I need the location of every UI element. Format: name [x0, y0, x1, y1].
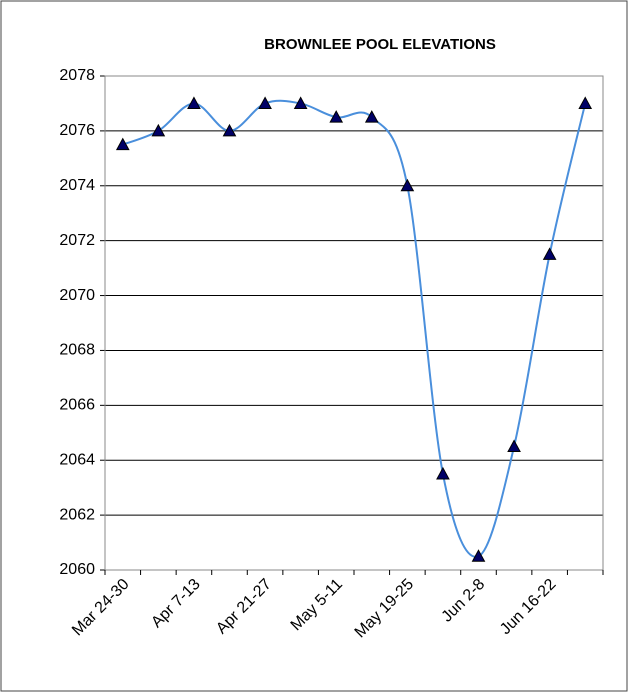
y-tick-label: 2062	[59, 506, 95, 523]
y-tick-label: 2064	[59, 451, 95, 468]
y-tick-label: 2072	[59, 232, 95, 249]
marker	[329, 110, 344, 123]
marker	[115, 137, 130, 151]
series-line	[122, 99, 587, 558]
y-tick-label: 2076	[59, 122, 95, 139]
marker	[471, 549, 486, 562]
marker	[293, 96, 308, 109]
marker	[258, 96, 272, 109]
y-tick-label: 2066	[59, 397, 95, 414]
y-tick-label: 2060	[59, 561, 95, 578]
y-tick-label: 2078	[59, 67, 95, 84]
chart-title: BROWNLEE POOL ELEVATIONS	[264, 36, 496, 53]
marker	[578, 96, 593, 109]
marker	[222, 123, 237, 137]
marker	[151, 123, 166, 137]
marker	[400, 178, 415, 192]
y-tick-label: 2070	[59, 287, 95, 304]
y-tick-label: 2068	[59, 342, 95, 359]
marker	[364, 110, 379, 123]
marker	[507, 439, 521, 452]
marker	[542, 247, 557, 260]
marker	[436, 466, 450, 480]
y-tick-label: 2074	[59, 177, 95, 194]
marker	[187, 96, 201, 109]
